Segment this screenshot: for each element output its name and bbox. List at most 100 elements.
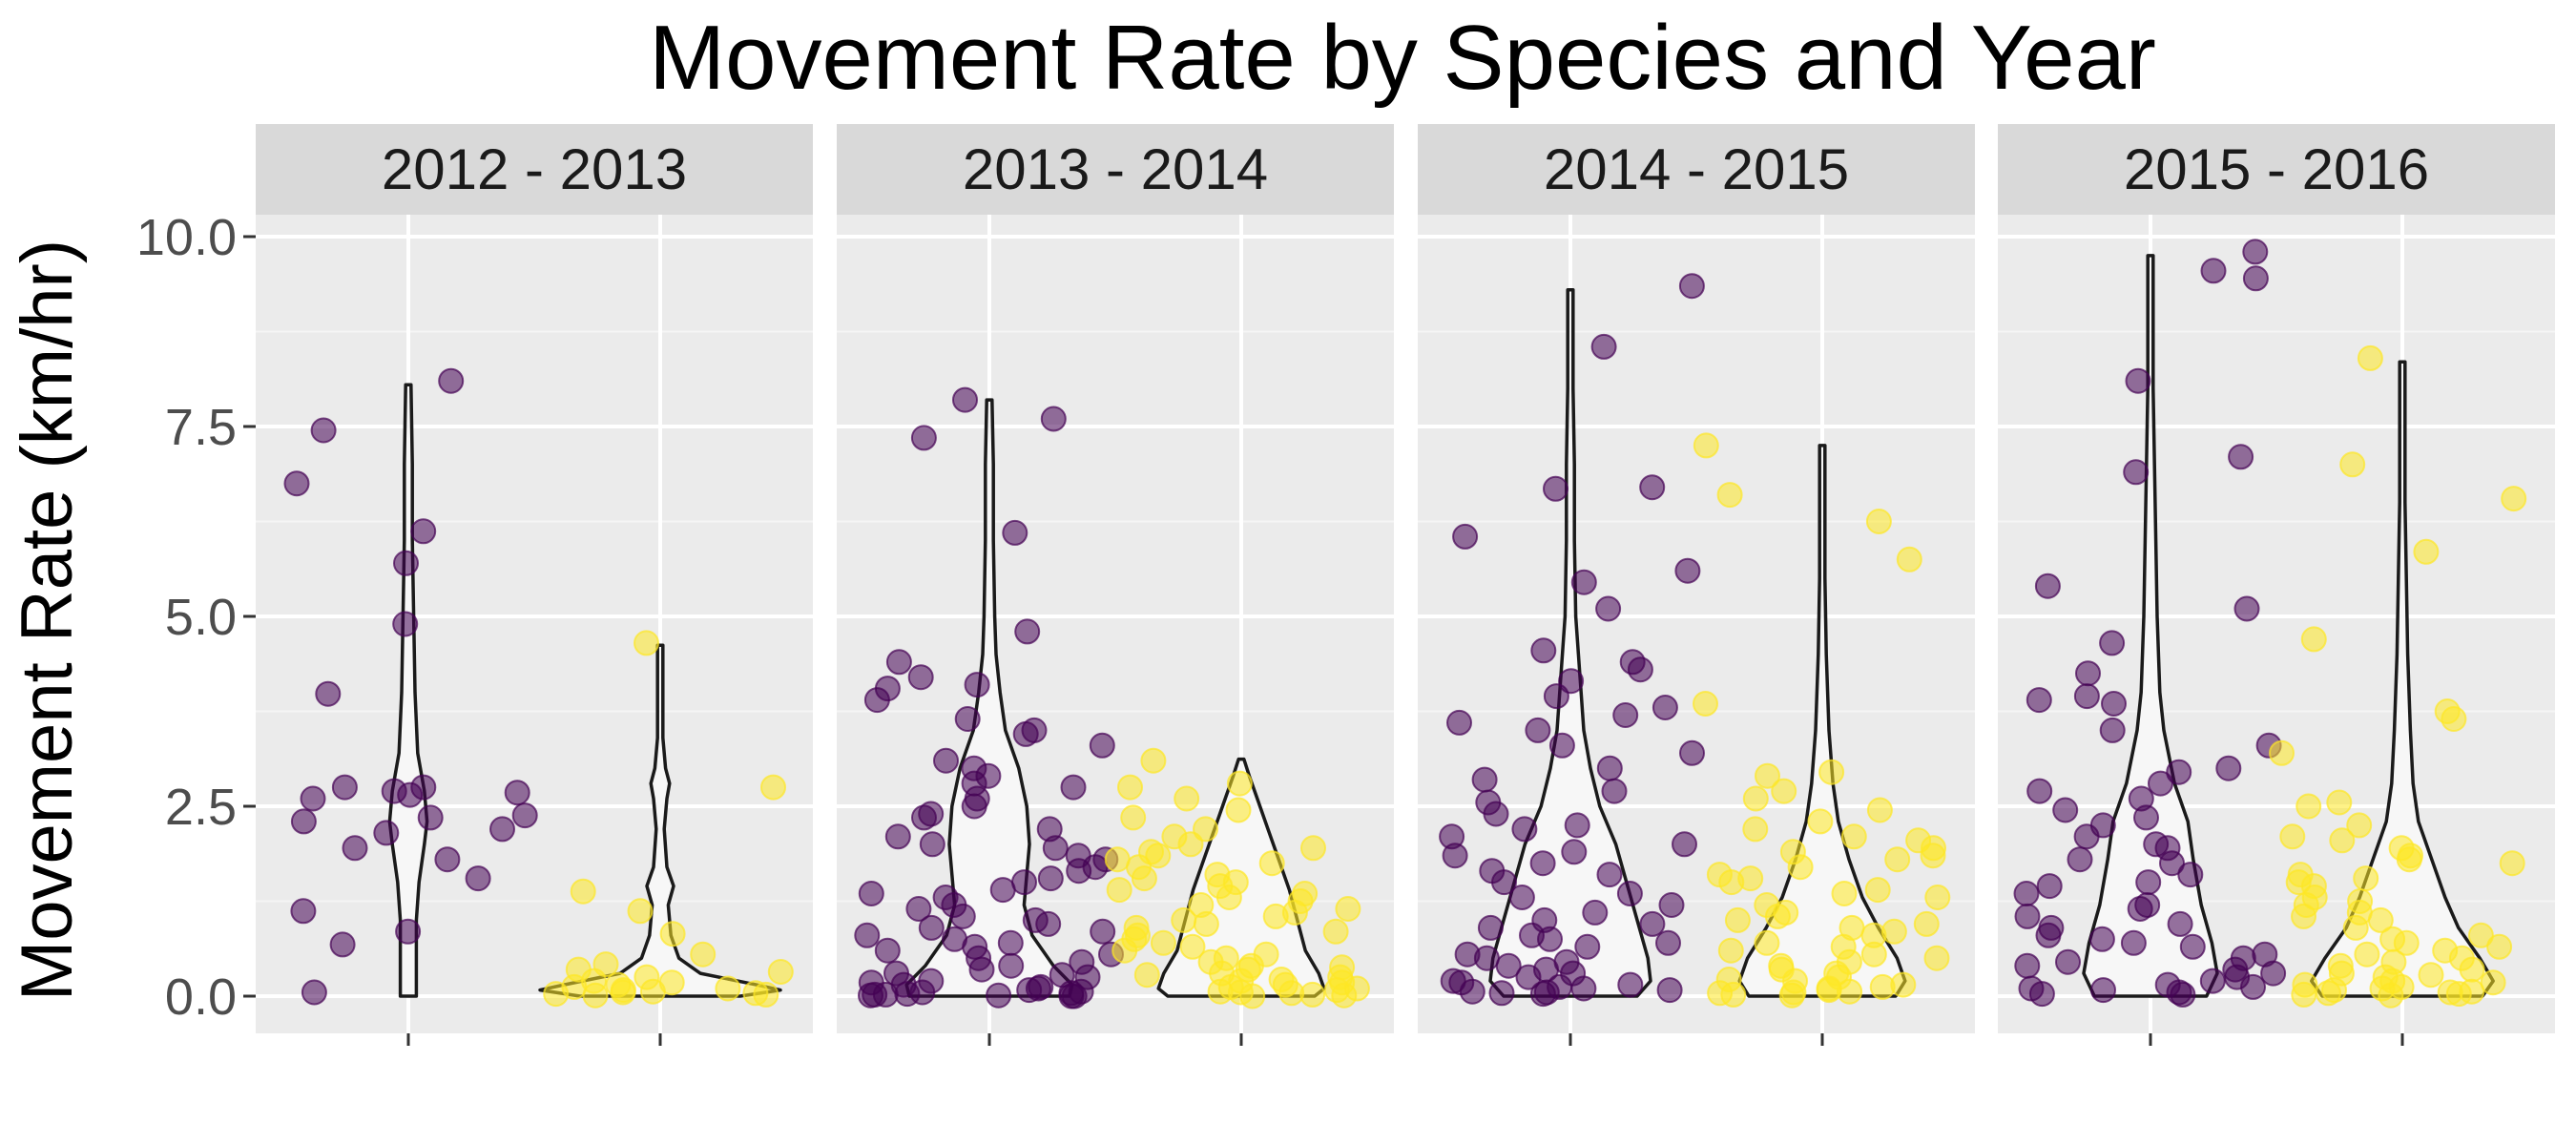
- point-species-a: [397, 781, 424, 808]
- point-species-b: [543, 981, 570, 1008]
- facet-strip: [1998, 124, 2555, 215]
- point-species-b: [2279, 823, 2306, 850]
- point-species-a: [968, 956, 995, 983]
- point-species-a: [465, 865, 491, 892]
- point-species-b: [1807, 808, 1834, 835]
- point-species-a: [1471, 766, 1498, 793]
- point-species-a: [961, 793, 987, 820]
- violin-species-a: [1488, 287, 1652, 998]
- point-species-b: [1226, 770, 1253, 797]
- point-species-a: [2179, 933, 2206, 960]
- y-tick-label: 2.5: [165, 779, 237, 836]
- point-species-a: [997, 929, 1024, 956]
- point-species-a: [1515, 964, 1542, 990]
- point-species-a: [1473, 945, 1500, 971]
- point-species-a: [894, 981, 921, 1008]
- point-species-a: [1595, 595, 1622, 622]
- point-species-a: [392, 611, 419, 637]
- point-species-b: [2367, 906, 2394, 933]
- point-species-b: [1177, 831, 1204, 858]
- point-species-a: [911, 804, 937, 831]
- point-species-a: [1060, 774, 1087, 801]
- point-species-a: [2035, 922, 2062, 948]
- point-species-b: [1104, 846, 1131, 873]
- point-species-b: [2499, 850, 2525, 877]
- violin-species-a: [2082, 254, 2219, 998]
- facet-strip-label: 2015 - 2016: [2124, 137, 2429, 201]
- point-species-b: [1171, 906, 1197, 933]
- point-species-a: [1089, 732, 1115, 759]
- point-species-a: [2123, 459, 2150, 486]
- point-species-b: [1258, 850, 1285, 877]
- y-tick-label: 5.0: [165, 589, 237, 646]
- point-species-a: [1627, 656, 1653, 683]
- y-tick-label: 10.0: [136, 209, 237, 266]
- point-species-a: [2101, 691, 2127, 717]
- point-species-a: [2067, 846, 2093, 873]
- point-species-b: [2291, 903, 2316, 929]
- point-species-a: [393, 550, 419, 576]
- point-species-b: [1300, 835, 1326, 862]
- point-species-a: [1543, 683, 1569, 710]
- point-species-a: [1530, 637, 1557, 664]
- point-species-a: [1574, 933, 1601, 960]
- point-species-a: [2026, 778, 2053, 804]
- point-species-a: [1678, 273, 1705, 300]
- point-species-b: [2378, 982, 2404, 1009]
- point-species-b: [610, 979, 636, 1006]
- facet-strip-label: 2013 - 2014: [963, 137, 1268, 201]
- point-species-a: [283, 470, 310, 497]
- point-species-a: [511, 802, 538, 829]
- point-species-a: [1011, 869, 1037, 896]
- point-species-a: [1652, 695, 1678, 720]
- point-species-a: [1061, 983, 1088, 1010]
- point-species-a: [1639, 910, 1666, 937]
- point-species-a: [1511, 816, 1538, 843]
- point-species-a: [1491, 869, 1517, 896]
- point-species-b: [2353, 865, 2379, 892]
- point-species-a: [1639, 474, 1666, 501]
- point-species-a: [2135, 869, 2162, 896]
- point-species-b: [1335, 896, 1361, 922]
- point-species-b: [1754, 929, 1780, 956]
- point-species-b: [1764, 903, 1791, 929]
- point-species-a: [2099, 717, 2126, 743]
- point-species-a: [1612, 702, 1639, 728]
- point-species-a: [395, 918, 422, 945]
- point-species-a: [2127, 896, 2153, 922]
- point-species-a: [1477, 914, 1504, 941]
- point-species-b: [2459, 956, 2485, 983]
- point-species-b: [1693, 432, 1719, 459]
- point-species-a: [417, 804, 444, 831]
- point-species-b: [1865, 509, 1892, 534]
- point-species-b: [1884, 846, 1911, 873]
- point-species-b: [1869, 973, 1896, 1000]
- point-species-a: [1548, 732, 1575, 759]
- point-species-a: [1442, 843, 1468, 869]
- point-species-a: [863, 687, 890, 714]
- point-species-a: [1012, 720, 1039, 747]
- point-species-a: [504, 780, 530, 806]
- point-species-b: [1840, 823, 1867, 850]
- point-species-b: [634, 630, 659, 656]
- point-species-b: [1106, 877, 1132, 904]
- point-species-b: [1693, 691, 1718, 717]
- point-species-b: [1131, 865, 1157, 892]
- point-species-b: [1831, 881, 1858, 906]
- point-species-a: [1543, 475, 1568, 502]
- point-species-b: [1331, 982, 1358, 1009]
- point-species-b: [639, 978, 666, 1005]
- point-species-b: [2441, 706, 2467, 732]
- point-species-a: [290, 898, 317, 925]
- point-species-a: [2167, 910, 2193, 937]
- point-species-b: [1239, 983, 1266, 1010]
- point-species-a: [952, 386, 978, 413]
- point-species-a: [2242, 265, 2269, 292]
- point-species-a: [1014, 618, 1041, 645]
- facet-strip-label: 2012 - 2013: [382, 137, 687, 201]
- point-species-b: [1262, 903, 1289, 929]
- point-species-b: [1120, 804, 1147, 831]
- point-species-b: [1716, 482, 1743, 509]
- point-species-a: [373, 820, 400, 846]
